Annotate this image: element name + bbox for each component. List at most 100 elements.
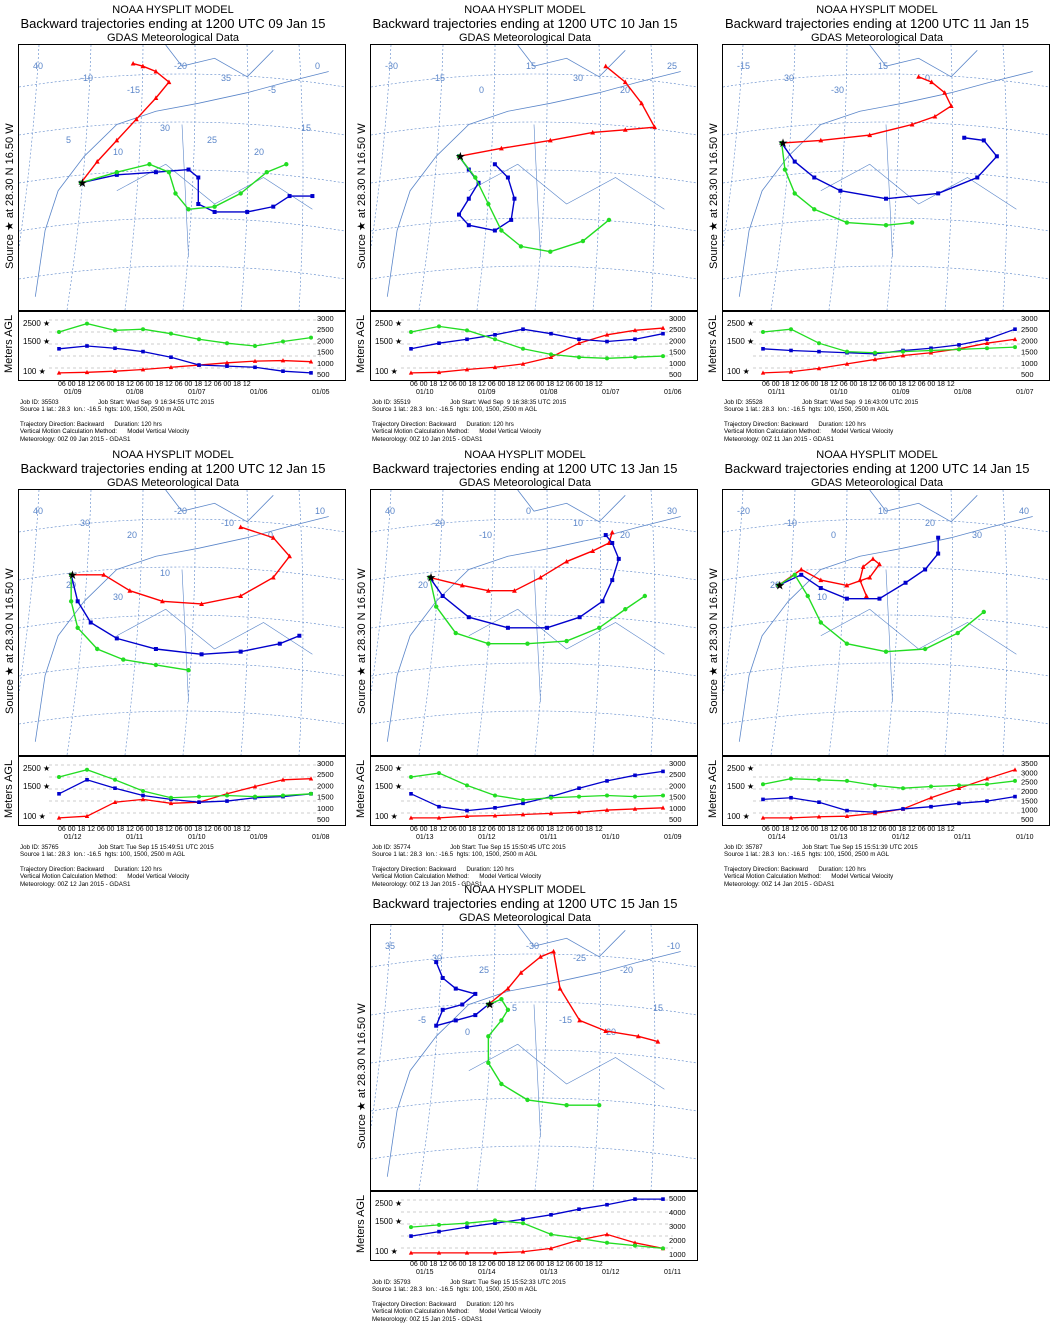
green-altitude-line — [762, 778, 1016, 789]
source-star-icon: ★ — [484, 998, 495, 1012]
date-tick-label: 01/07 — [602, 389, 620, 396]
green-trajectory-marker — [779, 140, 784, 146]
model-title: NOAA HYSPLIT MODEL — [816, 4, 938, 16]
start-height-label: 100 ★ — [727, 367, 750, 376]
green-altitude-marker — [465, 1221, 469, 1226]
green-altitude-marker — [57, 330, 61, 334]
source-star-icon: ★ — [774, 578, 785, 592]
start-height-label: 2500 ★ — [23, 319, 50, 328]
coastline — [386, 516, 681, 742]
green-altitude-marker — [253, 344, 257, 348]
coastline — [165, 490, 274, 523]
meters-agl-label: Meters AGL — [355, 1194, 367, 1253]
meridian-line — [592, 45, 601, 310]
red-trajectory-marker — [133, 116, 139, 122]
date-tick-label: 01/09 — [250, 834, 268, 841]
date-tick-label: 01/07 — [1016, 389, 1034, 396]
red-altitude-marker — [844, 813, 850, 818]
green-altitude-marker — [605, 356, 609, 361]
meridian-line — [534, 925, 548, 1190]
altitude-scale-label: 500 — [669, 370, 682, 379]
altitude-scale-label: 3000 — [669, 1222, 686, 1231]
source-star-icon: ★ — [778, 136, 789, 150]
job-info-line: Job ID: 35519 Job Start: Wed Sep 9 16:38… — [372, 399, 567, 406]
trajectory-info-line: Trajectory Direction: Backward Duration:… — [724, 420, 866, 428]
vertical-motion-line: Vertical Motion Calculation Method: Mode… — [372, 1308, 542, 1316]
red-altitude-marker — [84, 813, 90, 818]
red-trajectory-marker — [140, 63, 146, 69]
altitude-scale-label: 500 — [317, 370, 330, 379]
blue-altitude-marker — [929, 346, 933, 351]
blue-altitude-marker — [661, 1197, 665, 1201]
country-border — [468, 1004, 665, 1138]
green-altitude-marker — [169, 331, 173, 336]
parallel-line — [19, 614, 345, 629]
blue-trajectory-marker — [812, 175, 817, 180]
graticule-label: 0 — [268, 530, 273, 540]
green-altitude-marker — [633, 355, 637, 360]
blank-line — [372, 1294, 566, 1301]
parallel-line — [19, 518, 345, 533]
green-trajectory-marker — [883, 649, 889, 654]
blue-altitude-marker — [409, 1234, 413, 1238]
altitude-scale-label: 3000 — [1021, 314, 1038, 323]
blue-altitude-marker — [197, 363, 201, 367]
green-altitude-marker — [929, 348, 933, 353]
blue-altitude-marker — [1013, 794, 1017, 799]
red-altitude-marker — [492, 813, 498, 818]
parallel-line — [371, 169, 697, 184]
red-altitude-marker — [56, 815, 62, 820]
blue-trajectory-marker — [153, 647, 158, 651]
trajectory-info-line: Trajectory Direction: Backward Duration:… — [372, 1300, 514, 1308]
red-trajectory-marker — [870, 556, 876, 561]
meridian-line — [124, 45, 144, 310]
altitude-scale-label: 2000 — [317, 336, 334, 345]
trajectory-info-line: Trajectory Direction: Backward Duration:… — [372, 865, 514, 873]
date-tick-label: 01/11 — [954, 834, 971, 841]
red-trajectory-marker — [153, 68, 159, 74]
source-location-label: Source ★ at 28.30 N 16.50 W — [356, 568, 368, 714]
blue-trajectory-marker — [616, 556, 621, 561]
date-tick-label: 01/13 — [830, 834, 848, 841]
blue-trajectory-marker — [577, 615, 582, 620]
green-altitude-marker — [409, 1225, 413, 1230]
blue-altitude-marker — [197, 800, 201, 804]
green-altitude-marker — [985, 782, 989, 787]
meteorology-line: Meteorology: 00Z 09 Jan 2015 - GDAS1 — [20, 435, 131, 443]
red-trajectory-marker — [590, 129, 596, 135]
blue-altitude-marker — [437, 341, 441, 345]
meteorology-line: Meteorology: 00Z 13 Jan 2015 - GDAS1 — [372, 880, 483, 888]
red-trajectory-marker — [127, 588, 133, 593]
met-source: GDAS Meteorological Data — [106, 476, 240, 489]
blue-trajectory-marker — [440, 976, 445, 980]
green-trajectory-marker — [518, 244, 524, 249]
graticule-label: -15 — [432, 73, 445, 83]
blue-trajectory-marker — [212, 209, 217, 214]
blue-trajectory-marker — [610, 541, 615, 545]
green-trajectory-marker — [499, 1081, 504, 1087]
red-trajectory-marker — [818, 137, 824, 143]
green-trajectory-marker — [792, 572, 797, 577]
country-border — [116, 569, 313, 703]
date-tick-label: 01/14 — [478, 1269, 496, 1276]
trajectory-map: -20 -10 0 10 20 30 40 20 10 ★ — [722, 489, 1050, 756]
start-height-label: 100 ★ — [23, 812, 46, 821]
red-altitude-marker — [520, 361, 526, 366]
red-altitude-marker — [408, 1250, 414, 1255]
blue-altitude-marker — [141, 349, 145, 354]
green-trajectory-marker — [453, 630, 458, 636]
meridian-line — [182, 490, 196, 755]
blue-altitude-marker — [465, 337, 469, 342]
green-altitude-marker — [577, 355, 581, 360]
green-trajectory-marker — [548, 249, 553, 254]
panel-title: Backward trajectories ending at 1200 UTC… — [372, 460, 678, 476]
coastline — [165, 45, 274, 78]
meters-agl-label: Meters AGL — [355, 314, 367, 373]
green-altitude-marker — [845, 778, 849, 783]
red-altitude-marker — [1012, 767, 1018, 772]
red-altitude-marker — [112, 799, 118, 804]
trajectory-panel: NOAA HYSPLIT MODEL Backward trajectories … — [0, 0, 346, 445]
graticule-label: 30 — [972, 530, 982, 540]
graticule-label: -20 — [174, 61, 187, 71]
meridian-line — [592, 490, 601, 755]
